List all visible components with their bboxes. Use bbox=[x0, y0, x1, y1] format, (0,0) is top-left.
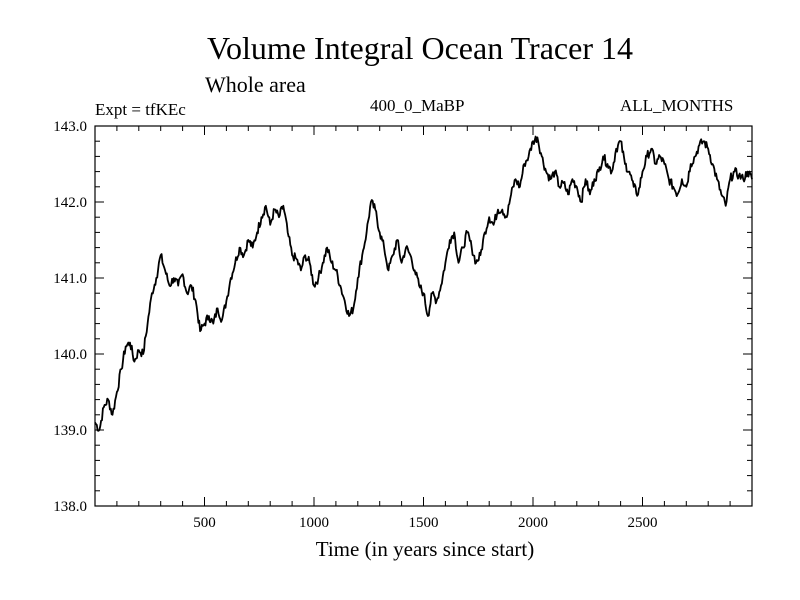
y-tick-label: 140.0 bbox=[53, 347, 87, 363]
x-tick-label: 2000 bbox=[518, 515, 548, 531]
chart-title: Volume Integral Ocean Tracer 14 bbox=[207, 30, 633, 66]
chart-subtitle: Whole area bbox=[205, 72, 306, 97]
x-tick-label: 1500 bbox=[409, 515, 439, 531]
plot-frame bbox=[94, 125, 753, 507]
months-label: ALL_MONTHS bbox=[620, 96, 734, 115]
x-tick-label: 1000 bbox=[299, 515, 329, 531]
x-tick-label: 500 bbox=[193, 515, 216, 531]
y-tick-label: 139.0 bbox=[53, 423, 87, 439]
period-label: 400_0_MaBP bbox=[370, 96, 465, 115]
tick-labels: 500 1000 1500 2000 2500 138.0 139.0 140.0 141.0 1… bbox=[53, 119, 657, 531]
x-tick-label: 2500 bbox=[628, 515, 658, 531]
y-tick-label: 138.0 bbox=[53, 499, 87, 515]
axis-ticks bbox=[95, 126, 752, 506]
y-tick-label: 143.0 bbox=[53, 119, 87, 135]
y-tick-label: 141.0 bbox=[53, 271, 87, 287]
experiment-label: Expt = tfKEc bbox=[95, 100, 186, 119]
y-tick-label: 142.0 bbox=[53, 195, 87, 211]
x-axis-label: Time (in years since start) bbox=[315, 537, 535, 561]
data-series-line bbox=[94, 135, 753, 432]
